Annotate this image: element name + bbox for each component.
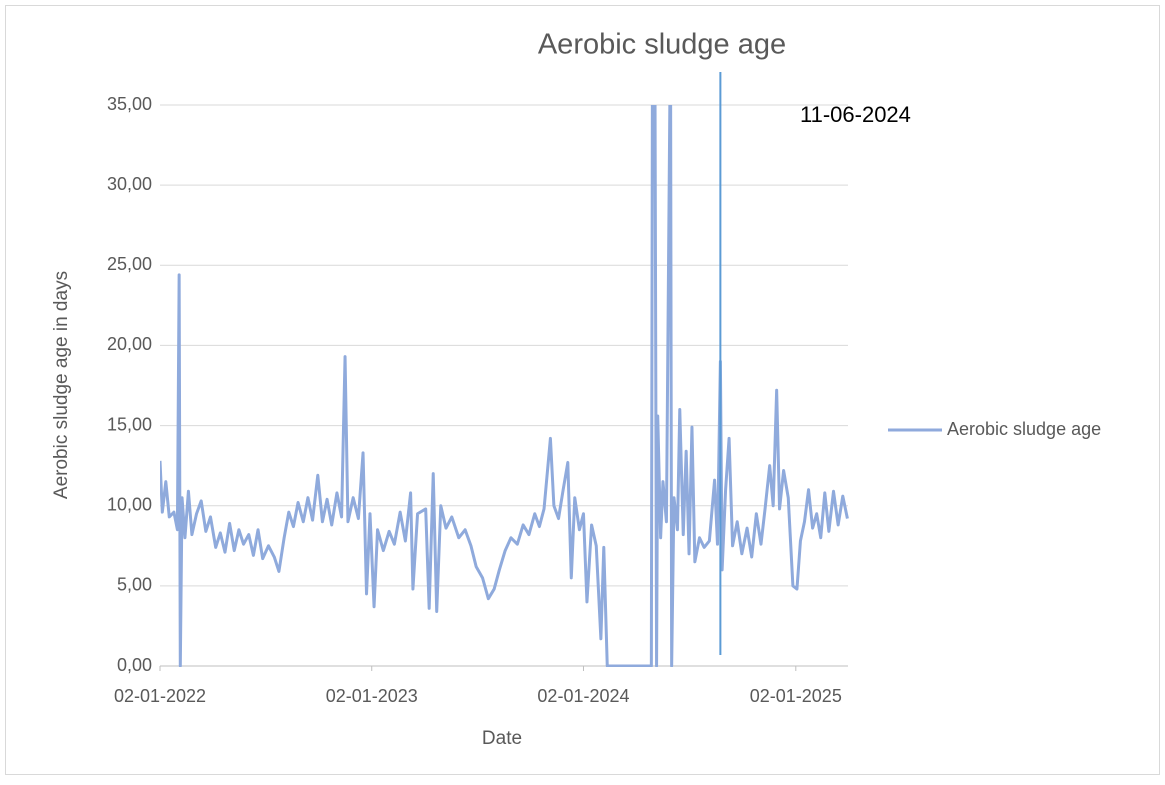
- y-tick-label: 5,00: [117, 575, 152, 595]
- y-tick-label: 25,00: [107, 254, 152, 274]
- y-tick-label: 30,00: [107, 174, 152, 194]
- plot-area: [160, 105, 849, 667]
- y-tick-label: 15,00: [107, 414, 152, 434]
- data-line: [160, 105, 849, 667]
- x-tick-label: 02-01-2024: [537, 686, 629, 706]
- legend-label: Aerobic sludge age: [947, 419, 1101, 439]
- x-tick-label: 02-01-2025: [750, 686, 842, 706]
- x-tick-label: 02-01-2022: [114, 686, 206, 706]
- grid: 0,00 5,00 10,00 15,00 20,00 25,00 30,00 35,00 02…: [107, 94, 848, 706]
- x-tick-label: 02-01-2023: [326, 686, 418, 706]
- chart-border: [5, 5, 1160, 775]
- chart-title: Aerobic sludge age: [538, 29, 786, 61]
- y-tick-label: 10,00: [107, 494, 152, 514]
- x-axis-label: Date: [482, 728, 522, 749]
- overlay: Aerobic sludge age 11-06-2024: [719, 72, 1101, 655]
- annotation-label: 11-06-2024: [800, 102, 911, 127]
- y-tick-label: 20,00: [107, 334, 152, 354]
- y-axis-label: Aerobic sludge age in days: [51, 271, 72, 499]
- y-tick-label: 0,00: [117, 655, 152, 675]
- y-tick-label: 35,00: [107, 94, 152, 114]
